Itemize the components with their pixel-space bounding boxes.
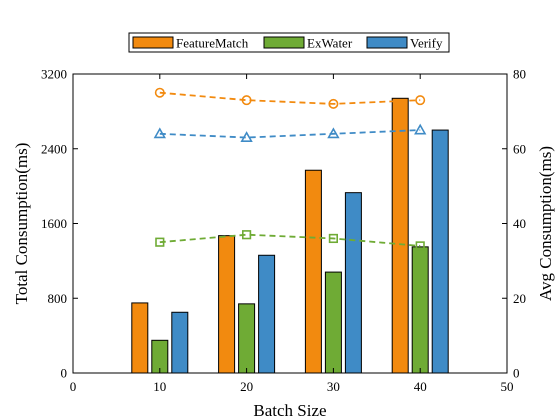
bar-verify-10 [171, 311, 189, 374]
marker-verify-20 [240, 131, 253, 142]
bar-featurematch-30 [304, 169, 322, 374]
y2-axis-label: Avg Consumption(ms) [536, 146, 555, 301]
bar-featurematch-10 [131, 302, 149, 374]
bar-featurematch-40 [391, 97, 409, 374]
marker-exwater-20 [242, 230, 252, 240]
y-tick-label-1600: 1600 [41, 216, 67, 231]
y-tick-label-3200: 3200 [41, 67, 67, 82]
bar-verify-30 [344, 192, 362, 374]
marker-featurematch-10 [154, 87, 165, 98]
legend-swatch-verify [366, 36, 408, 49]
y2-tick-label-40: 40 [513, 216, 526, 231]
y-axis-label: Total Consumption(ms) [12, 143, 31, 305]
x-tick-label-50: 50 [501, 379, 514, 394]
lines-layer [153, 87, 427, 251]
x-tick-label-40: 40 [414, 379, 427, 394]
bar-featurematch-20 [218, 235, 236, 374]
legend: FeatureMatch ExWater Verify [128, 32, 450, 53]
bars-layer [131, 97, 449, 374]
marker-featurematch-30 [328, 98, 339, 109]
bar-verify-20 [258, 254, 276, 374]
legend-label-exwater: ExWater [307, 36, 353, 51]
x-tick-label-10: 10 [153, 379, 166, 394]
line-featurematch [159, 91, 421, 105]
marker-featurematch-40 [415, 95, 426, 106]
legend-swatch-exwater [263, 36, 305, 49]
bar-exwater-30 [324, 271, 342, 374]
legend-label-verify: Verify [410, 36, 443, 51]
line-verify [159, 129, 421, 139]
line-exwater [159, 233, 421, 247]
y2-tick-label-60: 60 [513, 141, 526, 156]
bar-verify-40 [431, 129, 449, 374]
marker-exwater-30 [328, 233, 339, 244]
y-tick-label-800: 800 [48, 291, 68, 306]
x-tick-label-30: 30 [327, 379, 340, 394]
y2-tick-label-80: 80 [513, 67, 526, 82]
marker-verify-10 [153, 127, 166, 139]
legend-swatch-featurematch [132, 36, 174, 49]
x-tick-label-20: 20 [240, 379, 253, 394]
y2-tick-label-0: 0 [513, 366, 520, 381]
marker-exwater-10 [155, 237, 165, 247]
marker-featurematch-20 [241, 95, 252, 106]
marker-exwater-40 [415, 241, 425, 251]
bar-exwater-40 [411, 246, 429, 374]
marker-verify-30 [327, 127, 340, 139]
y-tick-label-2400: 2400 [41, 141, 67, 156]
y2-tick-label-20: 20 [513, 291, 526, 306]
x-tick-label-0: 0 [70, 379, 77, 394]
y-tick-label-0: 0 [61, 366, 68, 381]
marker-verify-40 [414, 123, 427, 135]
bar-exwater-20 [238, 303, 256, 374]
legend-label-featurematch: FeatureMatch [176, 36, 249, 51]
x-axis-label: Batch Size [253, 401, 326, 420]
